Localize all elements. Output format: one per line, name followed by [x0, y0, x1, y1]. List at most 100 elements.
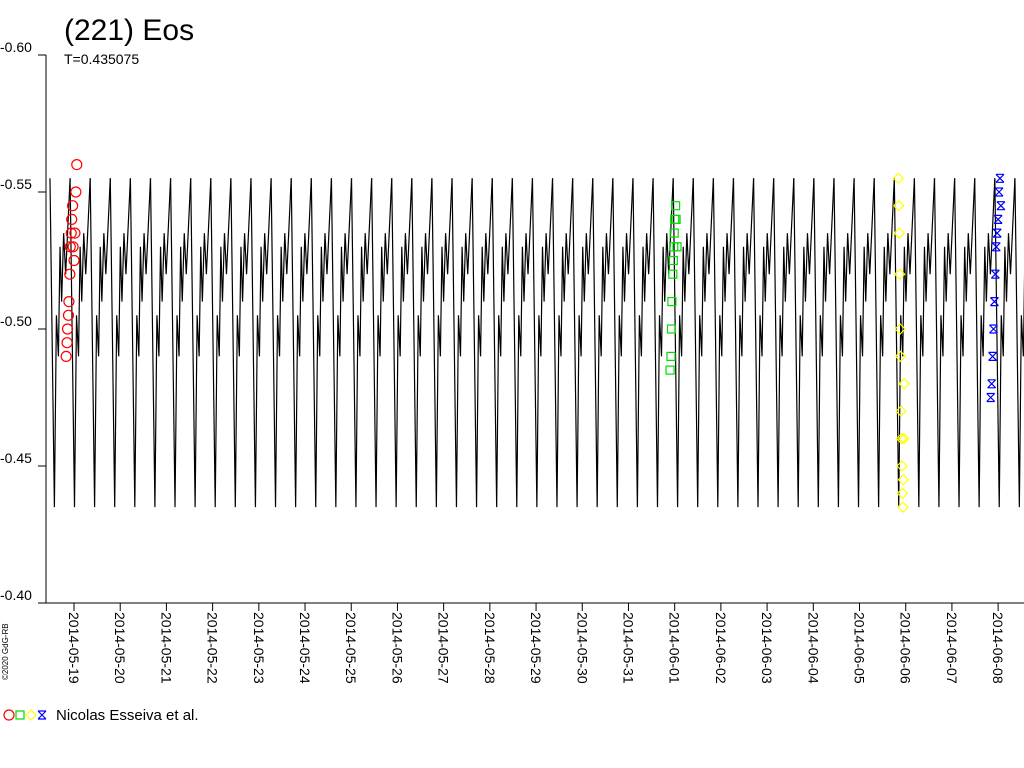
model-curve	[1014, 178, 1024, 508]
model-curve	[531, 178, 554, 508]
model-curve	[672, 178, 694, 508]
data-point	[70, 186, 82, 198]
model-curve	[270, 178, 292, 508]
x-tick-label: 2014-06-04	[805, 612, 821, 684]
data-point	[994, 187, 1004, 197]
model-curve	[692, 178, 714, 508]
model-curve	[612, 178, 634, 508]
legend-symbol	[25, 709, 37, 721]
data-point	[63, 296, 75, 308]
legend-symbol	[15, 710, 25, 720]
data-point	[69, 227, 81, 239]
data-point	[667, 297, 677, 307]
data-point	[897, 501, 909, 513]
data-point	[995, 173, 1005, 183]
model-curve	[149, 178, 172, 508]
model-curve	[169, 178, 192, 508]
data-point	[894, 323, 907, 335]
plot-area	[49, 159, 1024, 513]
model-curve	[190, 178, 212, 508]
data-point	[665, 365, 675, 375]
x-tick-label: 2014-05-20	[112, 612, 128, 684]
data-point	[893, 227, 906, 239]
data-point	[996, 201, 1006, 211]
data-point	[61, 337, 73, 349]
data-point	[898, 377, 911, 390]
x-tick-label: 2014-05-31	[620, 612, 636, 684]
data-point	[988, 351, 998, 361]
x-tick-label: 2014-05-29	[528, 612, 544, 684]
x-tick-label: 2014-05-26	[389, 612, 405, 684]
model-curve	[350, 178, 373, 508]
model-curve	[431, 178, 453, 508]
x-tick-label: 2014-05-21	[158, 612, 174, 684]
x-tick-label: 2014-06-05	[852, 612, 868, 684]
data-point	[895, 405, 907, 418]
data-point	[671, 214, 681, 224]
x-tick-label: 2014-05-23	[251, 612, 267, 684]
data-point	[894, 350, 907, 363]
data-point	[893, 268, 906, 281]
model-curve	[109, 178, 131, 508]
y-tick-label: -0.40	[0, 587, 32, 603]
x-tick-label: 2014-05-24	[297, 612, 313, 684]
model-curve	[853, 178, 875, 508]
data-point	[71, 159, 83, 171]
y-tick-label: -0.55	[0, 176, 32, 192]
period-label: T=0.435075	[64, 51, 139, 67]
x-tick-label: 2014-06-06	[898, 612, 914, 684]
data-point	[668, 269, 678, 279]
legend-label: Nicolas Esseiva et al.	[56, 707, 199, 724]
y-tick-label: -0.60	[0, 39, 32, 55]
model-curve	[974, 178, 996, 508]
data-point	[986, 392, 996, 403]
model-curve	[49, 178, 71, 508]
model-curve	[129, 178, 152, 508]
data-point	[671, 201, 681, 211]
model-curve	[954, 178, 976, 508]
model-curve	[391, 178, 413, 508]
data-point	[895, 432, 908, 445]
model-curve	[813, 178, 835, 508]
model-curve	[230, 178, 252, 508]
model-curve	[411, 178, 433, 508]
x-tick-label: 2014-05-28	[482, 612, 498, 684]
data-point	[991, 242, 1001, 252]
legend-symbol	[37, 710, 47, 720]
model-curve	[933, 178, 956, 508]
data-point	[898, 432, 910, 445]
data-point	[66, 213, 78, 225]
model-curve	[592, 178, 614, 508]
data-point	[669, 228, 679, 238]
x-tick-label: 2014-05-25	[343, 612, 359, 684]
model-curve	[712, 178, 735, 508]
legend-symbol	[3, 709, 15, 721]
model-curve	[371, 178, 393, 508]
model-curve	[793, 178, 815, 508]
model-curve	[69, 178, 91, 508]
x-tick-label: 2014-05-27	[436, 612, 452, 684]
data-point	[892, 199, 905, 212]
y-tick-label: -0.50	[0, 313, 32, 329]
data-point	[892, 172, 905, 185]
model-curve	[732, 178, 755, 508]
data-point	[989, 324, 998, 334]
model-curve	[833, 178, 855, 508]
data-point	[993, 214, 1003, 224]
data-point	[68, 254, 80, 267]
data-point	[668, 255, 678, 266]
x-tick-label: 2014-06-08	[990, 612, 1006, 684]
data-point	[60, 350, 72, 362]
model-curve	[572, 178, 594, 508]
data-point	[64, 241, 76, 253]
model-curve	[491, 178, 513, 508]
data-point	[987, 379, 997, 389]
x-tick-label: 2014-06-01	[667, 612, 683, 684]
x-tick-label: 2014-06-03	[759, 612, 775, 684]
data-point	[62, 309, 75, 321]
model-curve	[773, 178, 795, 508]
model-curve	[310, 178, 333, 508]
data-point	[64, 268, 76, 280]
model-curve	[551, 178, 574, 508]
